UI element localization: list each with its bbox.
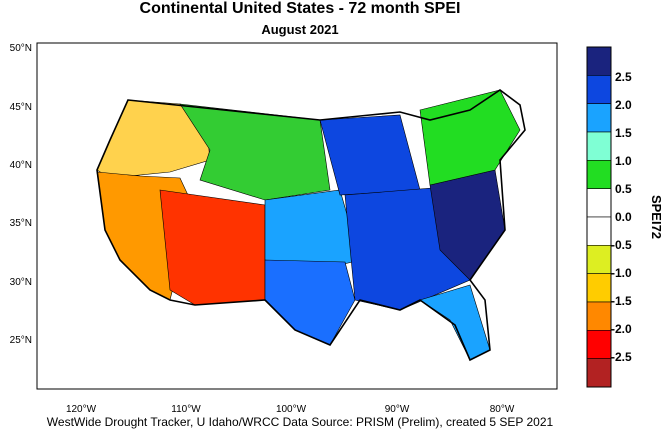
us-outline	[96, 89, 526, 362]
lat-axis: 50°N 45°N 40°N 35°N 30°N 25°N	[10, 43, 32, 346]
legend-swatches	[586, 46, 612, 388]
legend-tick: 0.5	[615, 182, 632, 196]
legend-tick: -0.5	[611, 238, 632, 252]
legend-swatch	[586, 358, 612, 388]
lon-label: 100°W	[276, 404, 307, 415]
legend-swatch	[586, 273, 612, 303]
lon-label: 80°W	[490, 404, 515, 415]
legend-tick: -2.0	[611, 322, 632, 336]
legend: 2.5 2.0 1.5 1.0 0.5 0.0 -0.5 -1.0 -1.5 -…	[586, 46, 664, 388]
legend-swatch	[586, 188, 612, 218]
lon-label: 90°W	[385, 404, 410, 415]
lon-label: 120°W	[66, 404, 97, 415]
legend-tick: -1.0	[611, 266, 632, 280]
lon-label: 110°W	[171, 404, 201, 415]
legend-tick: 2.0	[615, 98, 632, 112]
legend-swatch	[586, 46, 612, 76]
map-subtitle: August 2021	[261, 22, 339, 37]
legend-border	[586, 46, 612, 388]
legend-swatch	[586, 103, 612, 133]
legend-swatch	[586, 75, 612, 104]
map-title: Continental United States - 72 month SPE…	[139, 0, 461, 17]
lat-label: 25°N	[10, 335, 32, 346]
legend-tick: 1.0	[615, 154, 632, 168]
region-southwest	[159, 189, 266, 306]
data-source-footer: WestWide Drought Tracker, U Idaho/WRCC D…	[46, 415, 554, 429]
lat-label: 40°N	[10, 160, 32, 171]
legend-swatch	[586, 216, 612, 246]
legend-tick: 0.0	[615, 210, 632, 224]
legend-swatch	[586, 131, 612, 161]
legend-tick: -2.5	[611, 350, 632, 364]
legend-tick: -1.5	[611, 294, 632, 308]
legend-tick: 1.5	[615, 126, 632, 140]
lon-axis: 120°W 110°W 100°W 90°W 80°W	[66, 404, 515, 415]
lat-label: 50°N	[10, 43, 32, 54]
us-landmass	[96, 89, 526, 362]
legend-tick: 2.5	[615, 70, 632, 84]
lat-label: 30°N	[10, 277, 32, 288]
lat-label: 45°N	[10, 102, 32, 113]
legend-swatch	[586, 160, 612, 189]
legend-swatch	[586, 330, 612, 359]
legend-swatch	[586, 245, 612, 274]
legend-title: SPEI72	[649, 195, 664, 239]
legend-swatch	[586, 301, 612, 331]
lat-label: 35°N	[10, 218, 32, 229]
